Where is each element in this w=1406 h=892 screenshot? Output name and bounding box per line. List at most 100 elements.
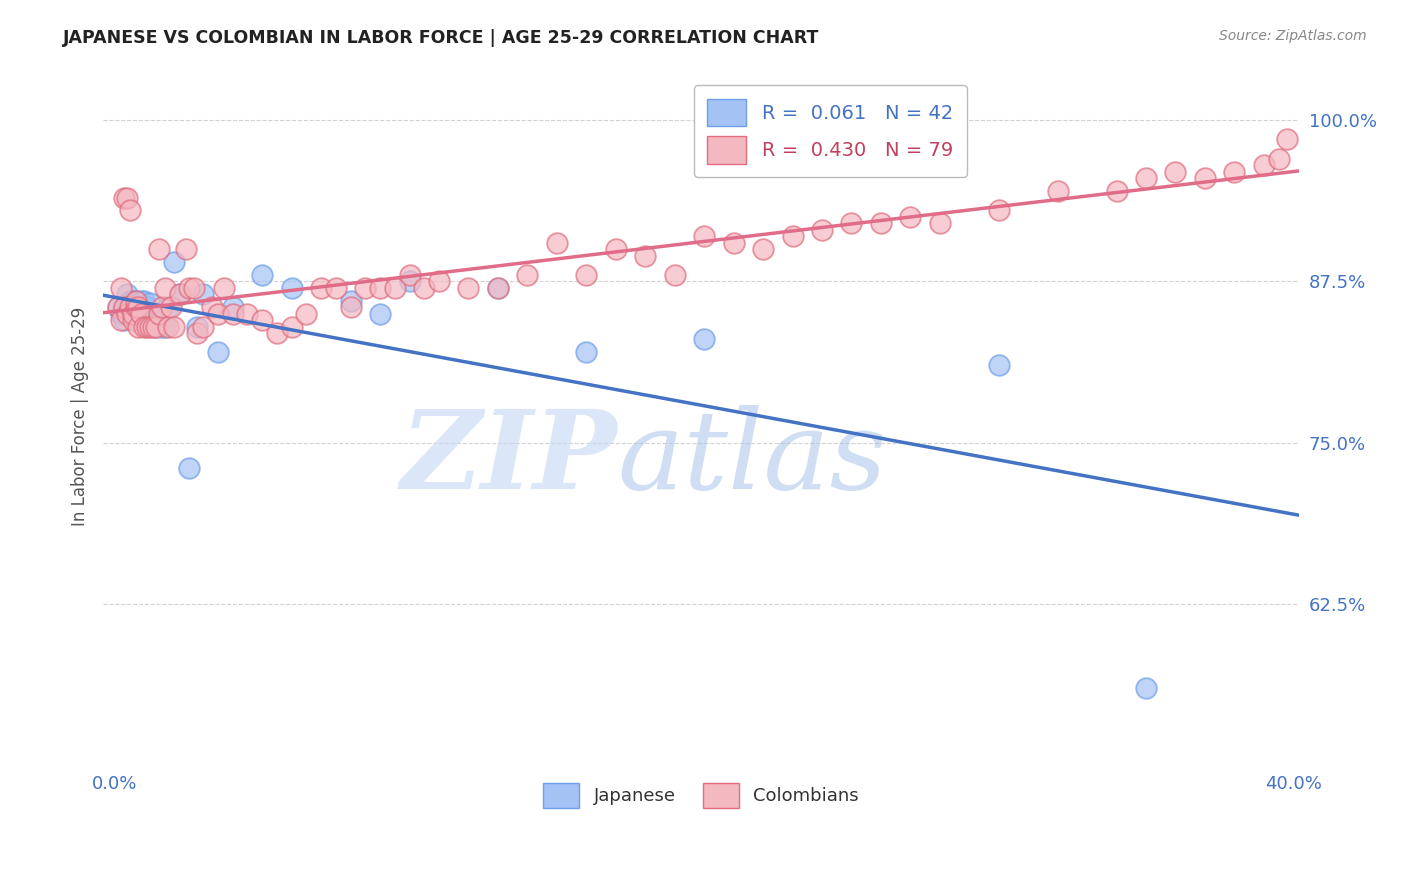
- Point: [384, 281, 406, 295]
- Point: [186, 319, 208, 334]
- Point: [207, 345, 229, 359]
- Point: [115, 287, 138, 301]
- Point: [987, 203, 1010, 218]
- Point: [782, 229, 804, 244]
- Point: [486, 281, 509, 295]
- Point: [183, 281, 205, 295]
- Point: [139, 296, 162, 310]
- Point: [110, 307, 132, 321]
- Point: [124, 293, 146, 308]
- Point: [634, 249, 657, 263]
- Text: JAPANESE VS COLOMBIAN IN LABOR FORCE | AGE 25-29 CORRELATION CHART: JAPANESE VS COLOMBIAN IN LABOR FORCE | A…: [63, 29, 820, 46]
- Point: [153, 281, 176, 295]
- Point: [486, 281, 509, 295]
- Point: [841, 216, 863, 230]
- Point: [160, 300, 183, 314]
- Point: [148, 307, 170, 321]
- Point: [413, 281, 436, 295]
- Point: [250, 313, 273, 327]
- Point: [325, 281, 347, 295]
- Point: [110, 281, 132, 295]
- Point: [693, 229, 716, 244]
- Y-axis label: In Labor Force | Age 25-29: In Labor Force | Age 25-29: [72, 307, 89, 526]
- Point: [870, 216, 893, 230]
- Legend: Japanese, Colombians: Japanese, Colombians: [536, 775, 866, 815]
- Point: [1253, 158, 1275, 172]
- Point: [112, 300, 135, 314]
- Point: [354, 281, 377, 295]
- Point: [118, 293, 141, 308]
- Point: [118, 300, 141, 314]
- Point: [121, 293, 143, 308]
- Point: [1135, 681, 1157, 695]
- Point: [693, 333, 716, 347]
- Point: [163, 319, 186, 334]
- Point: [1046, 184, 1069, 198]
- Point: [398, 274, 420, 288]
- Point: [1164, 165, 1187, 179]
- Point: [163, 255, 186, 269]
- Point: [107, 300, 129, 314]
- Point: [131, 293, 153, 308]
- Point: [136, 319, 159, 334]
- Point: [127, 300, 149, 314]
- Point: [457, 281, 479, 295]
- Point: [145, 319, 167, 334]
- Point: [201, 300, 224, 314]
- Point: [121, 307, 143, 321]
- Text: atlas: atlas: [617, 405, 887, 512]
- Point: [131, 307, 153, 321]
- Point: [127, 307, 149, 321]
- Point: [207, 307, 229, 321]
- Point: [153, 319, 176, 334]
- Point: [752, 242, 775, 256]
- Point: [1267, 152, 1289, 166]
- Point: [107, 300, 129, 314]
- Point: [115, 300, 138, 314]
- Point: [112, 300, 135, 314]
- Point: [127, 300, 149, 314]
- Point: [156, 319, 179, 334]
- Point: [222, 307, 245, 321]
- Point: [546, 235, 568, 250]
- Point: [142, 319, 165, 334]
- Point: [250, 268, 273, 282]
- Point: [1194, 171, 1216, 186]
- Point: [131, 307, 153, 321]
- Point: [121, 307, 143, 321]
- Point: [280, 319, 302, 334]
- Point: [142, 307, 165, 321]
- Point: [118, 203, 141, 218]
- Point: [1277, 132, 1299, 146]
- Point: [148, 307, 170, 321]
- Point: [811, 223, 834, 237]
- Text: ZIP: ZIP: [401, 405, 617, 512]
- Point: [110, 313, 132, 327]
- Point: [1223, 165, 1246, 179]
- Point: [112, 190, 135, 204]
- Point: [124, 300, 146, 314]
- Point: [575, 345, 598, 359]
- Point: [112, 313, 135, 327]
- Point: [134, 319, 156, 334]
- Point: [174, 242, 197, 256]
- Point: [148, 242, 170, 256]
- Point: [134, 293, 156, 308]
- Point: [368, 307, 391, 321]
- Point: [309, 281, 332, 295]
- Point: [575, 268, 598, 282]
- Point: [150, 300, 173, 314]
- Point: [516, 268, 538, 282]
- Point: [115, 307, 138, 321]
- Point: [339, 293, 361, 308]
- Point: [723, 235, 745, 250]
- Point: [236, 307, 259, 321]
- Text: Source: ZipAtlas.com: Source: ZipAtlas.com: [1219, 29, 1367, 43]
- Point: [193, 287, 215, 301]
- Point: [136, 300, 159, 314]
- Point: [139, 319, 162, 334]
- Point: [150, 319, 173, 334]
- Point: [280, 281, 302, 295]
- Point: [118, 300, 141, 314]
- Point: [186, 326, 208, 340]
